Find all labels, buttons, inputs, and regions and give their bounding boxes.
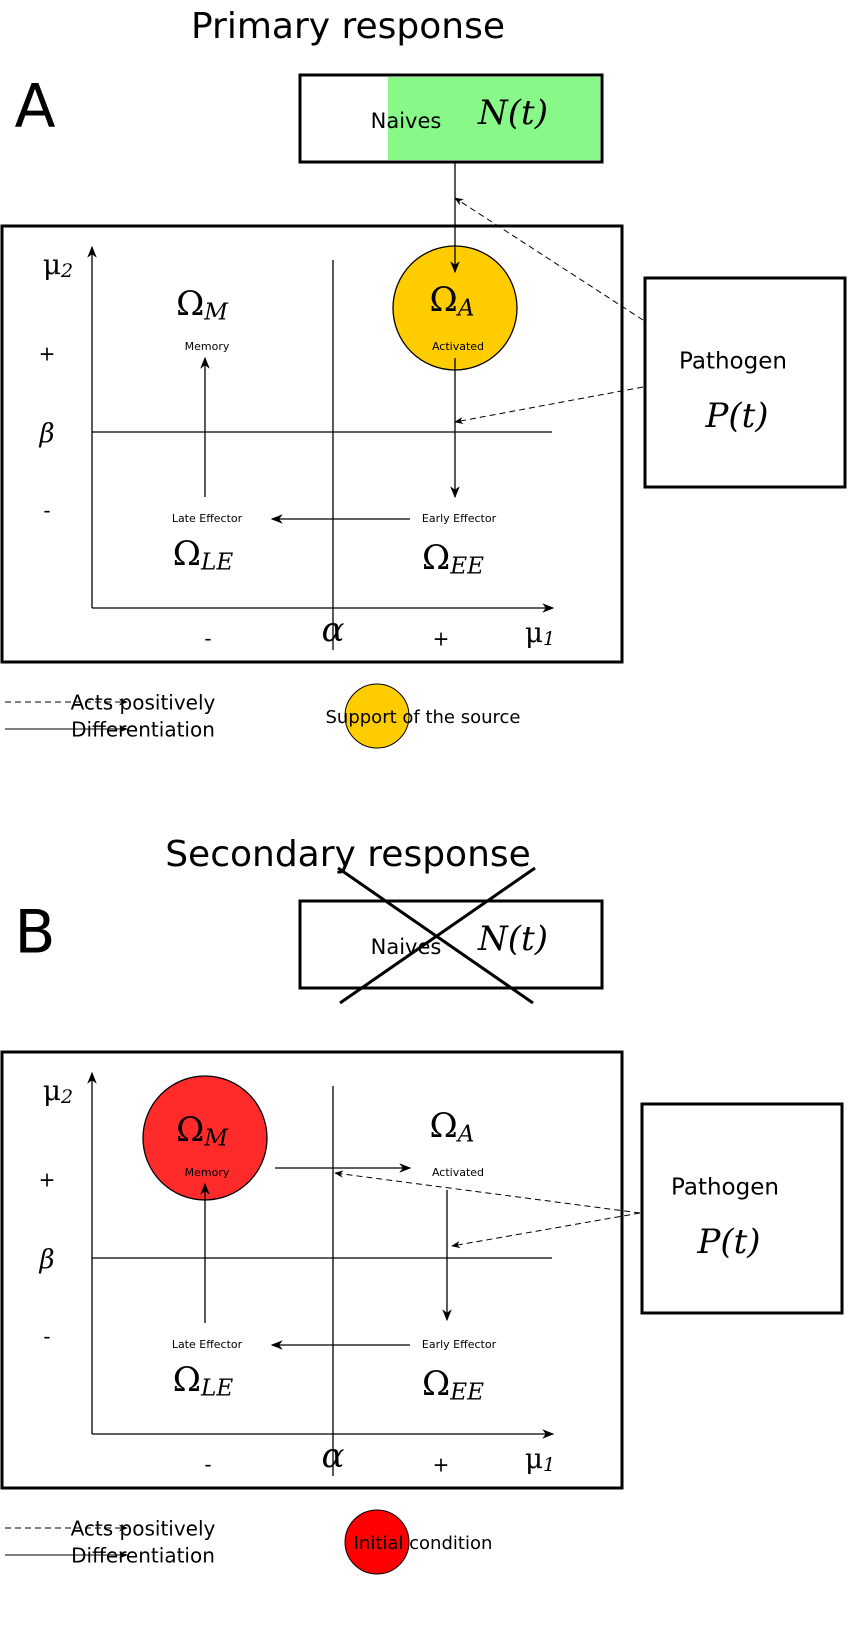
early-symbol-symbol: Ω <box>422 1364 450 1404</box>
legend-circle <box>344 683 410 749</box>
x-axis-label-sub: 1 <box>543 1454 555 1476</box>
plus-y: + <box>39 342 56 366</box>
late-symbol: ΩLE <box>173 534 234 575</box>
cross-line <box>339 866 536 1005</box>
minus-y: - <box>43 499 50 523</box>
naives-label: Naives <box>371 935 442 959</box>
pathogen-arrow <box>454 197 644 321</box>
plus-x: + <box>433 627 450 651</box>
early-symbol-sub: EE <box>449 1379 484 1405</box>
y-axis-label-symbol: μ <box>43 1074 61 1107</box>
x-axis-label: μ1 <box>525 616 555 651</box>
legend-dashed-label: Acts positively <box>71 1517 216 1541</box>
naives-label: Naives <box>371 109 442 133</box>
memory-label: Memory <box>185 340 230 353</box>
activated-label: Activated <box>432 1166 484 1179</box>
early-symbol-symbol: Ω <box>422 538 450 578</box>
memory-symbol-sub: M <box>203 299 229 325</box>
legend-solid-label: Differentiation <box>71 718 215 742</box>
memory-label: Memory <box>185 1166 230 1179</box>
legend-dashed-label: Acts positively <box>71 691 216 715</box>
minus-x: - <box>204 1453 211 1477</box>
legend-solid-label: Differentiation <box>71 1544 215 1568</box>
panel-title: Secondary response <box>165 834 531 875</box>
legend-circle-label: Initial condition <box>354 1533 493 1554</box>
pathogen-box <box>640 1102 844 1315</box>
y-axis-label-symbol: μ <box>43 248 61 281</box>
early-symbol: ΩEE <box>422 1364 484 1405</box>
x-axis-label: μ1 <box>525 1442 555 1477</box>
legend-circle-label: Support of the source <box>326 707 521 728</box>
late-symbol-sub: LE <box>200 1375 233 1401</box>
activated-label: Activated <box>432 340 484 353</box>
late-symbol-symbol: Ω <box>173 534 201 574</box>
late-symbol-sub: LE <box>200 549 233 575</box>
y-axis-label: μ2 <box>43 248 73 283</box>
memory-symbol: ΩM <box>176 1110 229 1151</box>
plus-y: + <box>39 1168 56 1192</box>
naives-symbol: N(t) <box>477 919 548 959</box>
early-symbol-sub: EE <box>449 553 484 579</box>
state-box <box>0 224 624 664</box>
y-axis-label-sub: 2 <box>60 260 73 282</box>
pathogen-symbol: P(t) <box>704 396 768 436</box>
early-symbol: ΩEE <box>422 538 484 579</box>
x-axis-label-sub: 1 <box>543 628 555 650</box>
activated-symbol-sub: A <box>456 1121 475 1147</box>
alpha-label: α <box>322 1436 345 1476</box>
x-axis-label-symbol: μ <box>525 616 543 649</box>
early-label: Early Effector <box>422 512 497 525</box>
x-axis-label-symbol: μ <box>525 1442 543 1475</box>
activated-symbol-sub: A <box>456 295 475 321</box>
activated-symbol-symbol: Ω <box>430 280 458 320</box>
pathogen-arrow <box>454 386 644 425</box>
memory-symbol: ΩM <box>176 284 229 325</box>
late-symbol: ΩLE <box>173 1360 234 1401</box>
memory-symbol-sub: M <box>203 1125 229 1151</box>
alpha-label: α <box>322 610 345 650</box>
late-label: Late Effector <box>172 1338 243 1351</box>
minus-y: - <box>43 1325 50 1349</box>
legend-circle <box>344 1509 410 1575</box>
plus-x: + <box>433 1453 450 1477</box>
pathogen-arrow <box>451 1212 641 1249</box>
activated-symbol-symbol: Ω <box>430 1106 458 1146</box>
panel-letter: A <box>14 72 55 142</box>
late-label: Late Effector <box>172 512 243 525</box>
pathogen-label: Pathogen <box>671 1175 779 1201</box>
memory-symbol-symbol: Ω <box>176 1110 204 1150</box>
activated-symbol: ΩA <box>430 280 475 321</box>
memory-symbol-symbol: Ω <box>176 284 204 324</box>
y-axis-label: μ2 <box>43 1074 73 1109</box>
pathogen-label: Pathogen <box>679 349 787 375</box>
naives-box <box>298 899 604 990</box>
panel-letter: B <box>14 898 55 968</box>
minus-x: - <box>204 627 211 651</box>
pathogen-arrow <box>334 1170 641 1214</box>
panel-title: Primary response <box>191 6 505 47</box>
pathogen-symbol: P(t) <box>696 1222 760 1262</box>
activated-symbol: ΩA <box>430 1106 475 1147</box>
pathogen-box <box>643 276 847 489</box>
state-box <box>0 1050 624 1490</box>
naives-fill <box>388 77 600 160</box>
beta-label: β <box>38 419 54 449</box>
late-symbol-symbol: Ω <box>173 1360 201 1400</box>
y-axis-label-sub: 2 <box>60 1086 73 1108</box>
beta-label: β <box>38 1245 54 1275</box>
early-label: Early Effector <box>422 1338 497 1351</box>
naives-symbol: N(t) <box>477 93 548 133</box>
